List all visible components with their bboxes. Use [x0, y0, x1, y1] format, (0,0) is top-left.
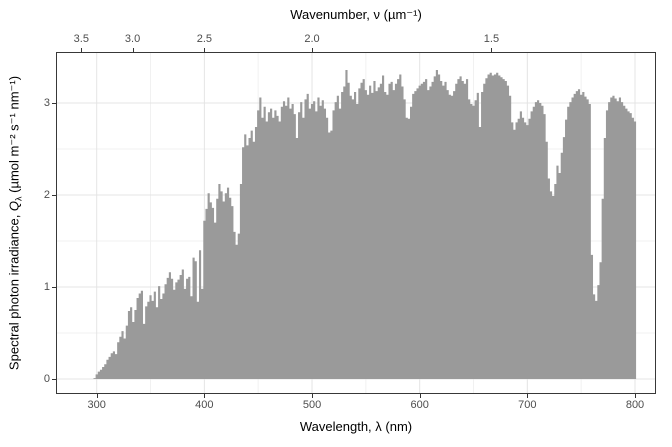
plot-area: [56, 52, 656, 394]
top-tick-label: 2.5: [196, 33, 213, 45]
x-tick-mark: [527, 394, 529, 398]
top-tick-label: 3.0: [124, 33, 141, 45]
x-tick-label: 800: [625, 399, 645, 411]
y-tick-mark: [52, 287, 56, 289]
x-tick-mark: [96, 394, 98, 398]
y-tick-label: 3: [43, 96, 50, 109]
y-axis-title-units: (µmol m⁻² s⁻¹ nm⁻¹): [6, 75, 22, 197]
x-tick-label: 700: [518, 399, 537, 411]
y-axis-title-subscript: λ: [13, 196, 24, 201]
x-tick-mark: [204, 394, 206, 398]
y-tick-label: 1: [43, 280, 50, 293]
y-tick-mark: [52, 379, 56, 380]
x-tick-label: 300: [87, 399, 106, 411]
top-axis-title: Wavenumber, ν (µm⁻¹): [290, 7, 422, 22]
y-axis-title: Spectral photon irradiance, Qλ (µmol m⁻²…: [7, 76, 24, 370]
x-tick-mark: [312, 394, 314, 398]
x-tick-label: 600: [410, 399, 429, 411]
y-tick-label: 0: [43, 372, 50, 385]
top-tick-label: 3.5: [73, 33, 89, 45]
y-axis-title-symbol: Q: [6, 200, 22, 212]
top-tick-mark: [132, 48, 134, 52]
x-tick-mark: [635, 394, 636, 398]
top-tick-mark: [312, 48, 314, 52]
spectrum-area-chart: [56, 52, 656, 394]
y-axis-title-pre: Spectral photon irradiance,: [6, 211, 22, 371]
x-tick-label: 400: [195, 399, 214, 411]
top-tick-mark: [204, 48, 206, 52]
x-tick-mark: [419, 394, 421, 398]
x-tick-label: 500: [302, 399, 322, 411]
top-tick-mark: [81, 48, 83, 52]
y-tick-mark: [52, 195, 56, 197]
top-tick-label: 2.0: [304, 33, 320, 45]
y-tick-label: 2: [43, 188, 50, 201]
top-tick-mark: [491, 48, 493, 52]
y-tick-mark: [52, 103, 56, 105]
top-tick-label: 1.5: [483, 33, 500, 45]
x-axis-title: Wavelength, λ (nm): [299, 419, 413, 434]
